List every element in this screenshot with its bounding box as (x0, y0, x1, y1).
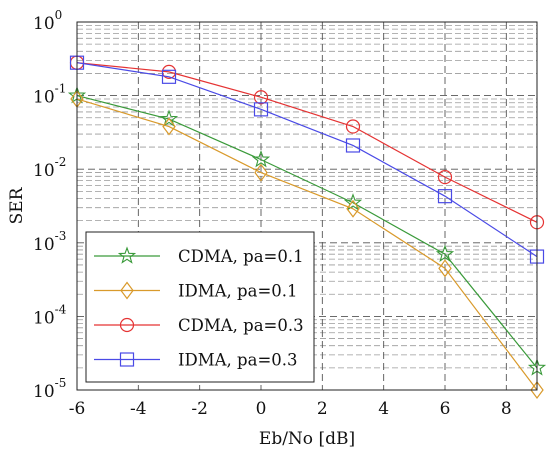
y-tick-label: 100 (33, 8, 62, 34)
data-point (253, 102, 269, 117)
data-point (162, 117, 176, 136)
x-tick-label: -4 (130, 399, 147, 419)
y-tick-labels: 100 10-1 10-2 10-3 10-4 10-5 (33, 8, 67, 402)
data-point (343, 193, 363, 211)
data-point (530, 381, 544, 399)
x-tick-label: -6 (69, 399, 86, 419)
data-point (345, 119, 361, 134)
y-tick-label: 10-3 (33, 229, 66, 255)
series-layer (67, 55, 547, 399)
series-2 (70, 89, 544, 399)
plot-frame (76, 21, 538, 391)
legend-item: IDMA, pa=0.1 (94, 281, 298, 301)
data-point (159, 109, 179, 127)
y-tick-label: 10-1 (33, 82, 66, 108)
data-point (161, 69, 177, 84)
data-point (437, 189, 453, 204)
legend-label: IDMA, pa=0.1 (178, 282, 298, 301)
y-tick-label: 10-2 (33, 155, 66, 181)
legend-label: CDMA, pa=0.1 (178, 247, 304, 266)
legend-item: CDMA, pa=0.3 (94, 316, 304, 335)
legend-marker (119, 352, 135, 367)
x-axis-label: Eb/No [dB] (259, 429, 355, 449)
legend-marker (120, 281, 134, 300)
x-tick-labels: -6 -4 -2 0 2 4 6 8 (69, 399, 512, 419)
legend-label: CDMA, pa=0.3 (178, 316, 304, 335)
data-point (437, 170, 453, 185)
legend-label: IDMA, pa=0.3 (178, 351, 298, 370)
x-tick-label: 6 (440, 399, 451, 419)
y-axis-label: SER (7, 186, 27, 224)
series-line (76, 62, 538, 258)
x-tick-label: -2 (191, 399, 208, 419)
data-point (435, 244, 455, 262)
legend-marker (119, 317, 135, 333)
x-tick-label: 8 (501, 399, 512, 419)
legend-item: IDMA, pa=0.3 (94, 351, 298, 370)
data-point (254, 163, 268, 182)
legend-item: CDMA, pa=0.1 (94, 246, 304, 266)
x-tick-label: 2 (317, 399, 328, 419)
x-tick-label: 0 (256, 399, 267, 419)
series-line (76, 95, 538, 369)
data-point (345, 138, 361, 153)
y-tick-label: 10-5 (33, 376, 66, 402)
series-line (76, 62, 538, 223)
legend: CDMA, pa=0.1 IDMA, pa=0.1 CDMA, pa=0.3 IDMA… (85, 231, 315, 383)
y-tick-label: 10-4 (33, 302, 67, 328)
x-tick-label: 4 (378, 399, 389, 419)
data-point (251, 150, 271, 168)
data-point (346, 199, 360, 218)
series-line (76, 98, 538, 391)
data-point (438, 259, 452, 278)
legend-marker (117, 246, 137, 264)
data-point (253, 90, 269, 105)
